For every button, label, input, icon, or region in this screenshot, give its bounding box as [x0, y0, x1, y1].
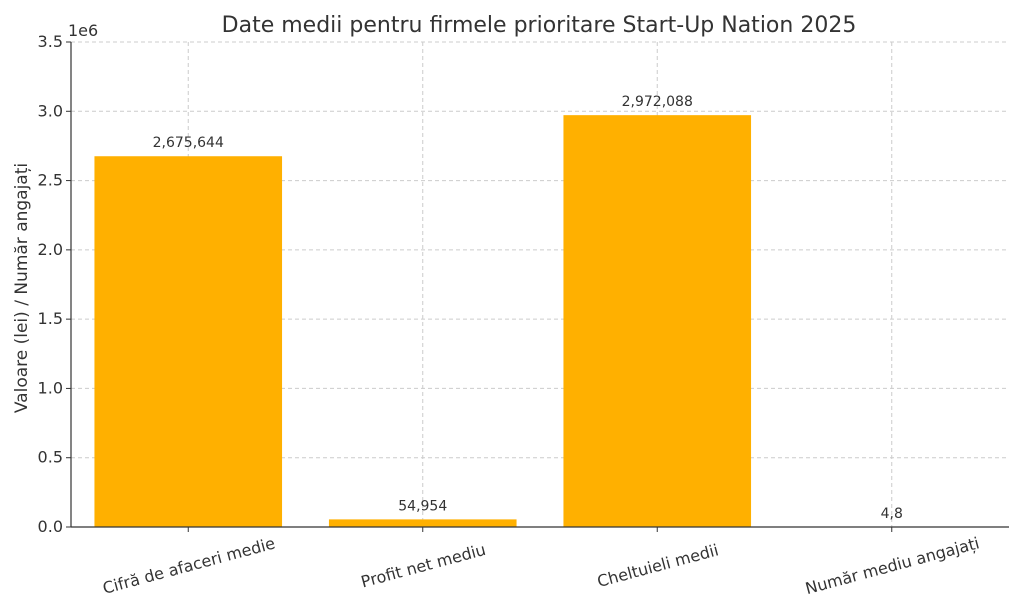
axes	[70, 42, 1009, 528]
data-label: 2,675,644	[153, 135, 224, 151]
bars	[94, 115, 986, 528]
data-label: 4,8	[881, 506, 903, 522]
y-offset-label: 1e6	[68, 21, 98, 40]
y-tick-label: 1.5	[38, 309, 63, 328]
x-tick-label: Profit net mediu	[359, 540, 488, 592]
x-tick-label: Număr mediu angajați	[803, 533, 981, 598]
x-tick-label: Cifră de afaceri medie	[101, 534, 278, 598]
y-tick-label: 3.5	[38, 32, 63, 51]
y-tick-label: 0.5	[38, 448, 63, 467]
chart-title: Date medii pentru firmele prioritare Sta…	[222, 13, 857, 38]
bar	[328, 519, 517, 527]
y-axis-label: Valoare (lei) / Număr angajați	[12, 163, 32, 413]
x-ticks: Cifră de afaceri medie Profit net mediu Ch…	[101, 527, 981, 598]
y-ticks: 0.0 0.5 1.0 1.5 2.0 2.5 3.0 3.5	[38, 32, 71, 536]
y-tick-label: 1.0	[38, 378, 63, 397]
bar	[563, 115, 752, 528]
data-labels: 2,675,644 54,954 2,972,088 4,8	[153, 94, 903, 522]
bar	[94, 156, 283, 528]
data-label: 54,954	[398, 498, 447, 514]
y-tick-label: 0.0	[38, 517, 63, 536]
y-tick-label: 2.5	[38, 171, 63, 190]
data-label: 2,972,088	[622, 94, 693, 110]
x-tick-label: Cheltuieli medii	[595, 540, 720, 591]
y-tick-label: 3.0	[38, 101, 63, 120]
y-tick-label: 2.0	[38, 240, 63, 259]
